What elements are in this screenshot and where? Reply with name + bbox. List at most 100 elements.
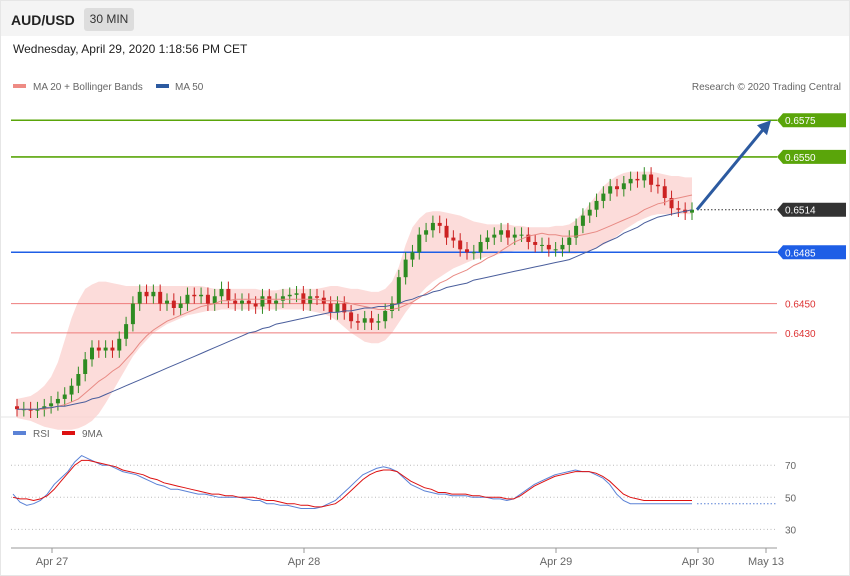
candle — [233, 300, 238, 304]
candle — [676, 208, 681, 210]
candle — [76, 373, 81, 386]
x-tick-label: Apr 28 — [288, 556, 320, 568]
candle — [219, 288, 224, 297]
candle — [110, 347, 115, 351]
candle — [96, 347, 101, 351]
candle — [171, 300, 176, 308]
candle — [199, 294, 204, 297]
candle — [205, 294, 210, 304]
candle — [301, 293, 306, 304]
candle — [137, 291, 142, 304]
forecast-arrow-head — [757, 120, 771, 136]
candle — [512, 234, 517, 238]
price-label-support: 0.6430 — [785, 329, 816, 340]
candle — [635, 178, 640, 181]
price-tag-last — [777, 202, 846, 217]
price-tag-resistance — [777, 149, 846, 164]
candle — [396, 277, 401, 304]
candle — [540, 244, 544, 246]
candle — [499, 230, 504, 235]
price-label-last: 0.6514 — [785, 206, 816, 217]
candle — [49, 403, 54, 407]
candle — [165, 300, 169, 304]
candle — [335, 303, 340, 313]
x-tick-label: Apr 30 — [682, 556, 714, 568]
ma50-legend-swatch — [156, 84, 169, 88]
candle — [628, 178, 633, 184]
candle — [376, 321, 381, 323]
candle — [362, 318, 367, 323]
candle — [144, 291, 149, 297]
x-tick-label: May 13 — [748, 556, 784, 568]
candle — [662, 186, 667, 198]
candle — [308, 296, 313, 304]
x-tick-label: Apr 27 — [36, 556, 68, 568]
candle — [21, 409, 26, 411]
candle — [655, 184, 660, 187]
rsi-tick-label: 70 — [785, 461, 797, 472]
candle — [485, 237, 490, 242]
candle — [226, 288, 231, 301]
credit-label: Research © 2020 Trading Central — [692, 82, 841, 93]
candle — [28, 409, 33, 411]
candle — [383, 310, 388, 322]
price-tag-pivot — [777, 245, 846, 260]
candle — [15, 406, 19, 410]
candle — [417, 234, 422, 253]
candle — [594, 200, 599, 210]
ma20-legend-swatch — [13, 84, 26, 88]
candle — [649, 174, 654, 185]
candle — [124, 324, 129, 339]
candle — [690, 209, 694, 213]
candle — [294, 293, 299, 295]
price-label-support: 0.6450 — [785, 300, 816, 311]
candle — [621, 183, 626, 190]
candle — [567, 237, 572, 245]
x-tick-label: Apr 29 — [540, 556, 572, 568]
candle — [458, 240, 463, 250]
chart-header: AUD/USD 30 MIN — [1, 1, 849, 36]
candle — [267, 296, 272, 304]
candle — [212, 296, 217, 304]
candle — [574, 225, 579, 238]
symbol-label: AUD/USD — [11, 12, 75, 28]
candle — [355, 321, 360, 323]
candle — [55, 398, 60, 404]
candle — [444, 225, 449, 238]
candle — [533, 241, 538, 245]
candle — [246, 300, 251, 304]
candle — [62, 394, 67, 399]
candle — [615, 186, 619, 190]
candle — [192, 294, 197, 297]
candle — [560, 244, 565, 250]
candle — [103, 347, 108, 351]
candle — [253, 303, 258, 307]
price-label-resistance: 0.6575 — [785, 116, 816, 127]
price-tag-resistance — [777, 113, 846, 128]
rsi-legend-label: RSI — [33, 429, 50, 440]
candle — [151, 291, 156, 297]
candle — [315, 296, 319, 298]
rsi-tick-label: 50 — [785, 493, 797, 504]
candle — [390, 303, 394, 311]
candle — [519, 234, 524, 236]
forecast-arrow — [695, 126, 767, 211]
candle — [287, 294, 292, 297]
ma50-legend-label: MA 50 — [175, 82, 204, 93]
price-label-pivot: 0.6485 — [785, 248, 816, 259]
candle — [601, 193, 606, 201]
candle — [553, 249, 558, 251]
candle — [158, 291, 163, 304]
candle — [608, 186, 613, 194]
candle — [328, 303, 333, 313]
timeframe-button[interactable]: 30 MIN — [84, 8, 134, 31]
rsi-tick-label: 30 — [785, 525, 797, 536]
candle — [83, 359, 88, 374]
candle — [669, 197, 674, 209]
ma20-legend-label: MA 20 + Bollinger Bands — [33, 82, 143, 93]
ma20-line — [17, 194, 693, 410]
candle — [505, 230, 510, 238]
candle — [465, 249, 469, 253]
candle — [185, 294, 190, 304]
